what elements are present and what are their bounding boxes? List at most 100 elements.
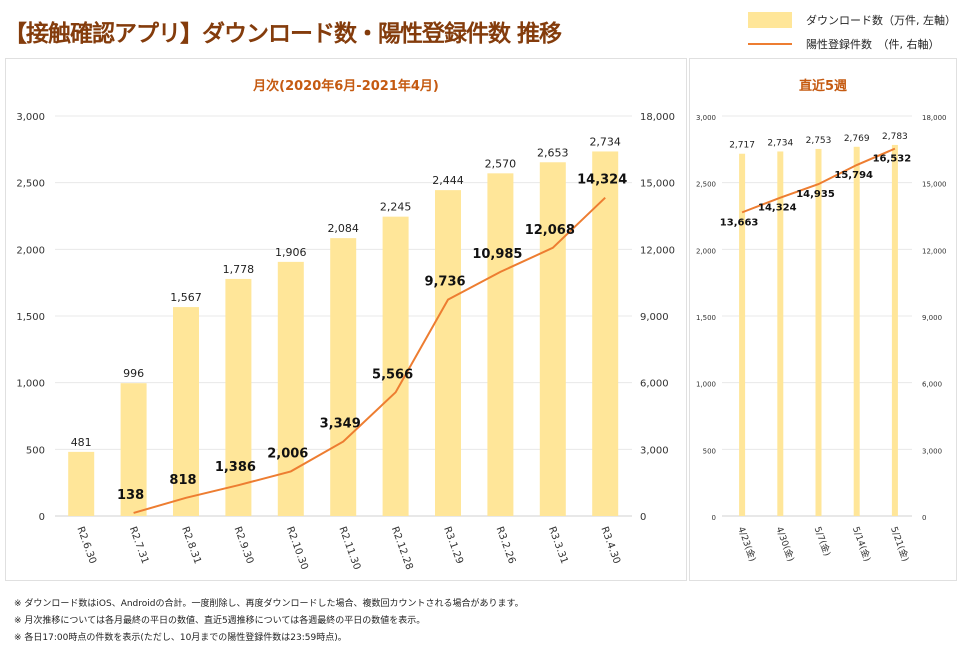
bar bbox=[891, 144, 898, 516]
y-left-tick-label: 0 bbox=[39, 512, 45, 523]
y-right-tick-label: 9,000 bbox=[922, 314, 942, 322]
y-right-tick-label: 15,000 bbox=[640, 179, 675, 190]
bar-data-label: 1,906 bbox=[275, 246, 307, 259]
bar bbox=[120, 383, 147, 516]
y-left-tick-label: 1,500 bbox=[696, 314, 716, 322]
bar-data-label: 2,084 bbox=[327, 222, 359, 235]
bar bbox=[815, 148, 822, 516]
x-tick-label: R2.7.31 bbox=[127, 525, 151, 565]
bar bbox=[173, 307, 199, 516]
x-tick-label: R2.6.30 bbox=[74, 525, 98, 565]
page-title: 【接触確認アプリ】ダウンロード数・陽性登録件数 推移 bbox=[4, 21, 562, 47]
y-right-tick-label: 12,000 bbox=[922, 247, 947, 255]
bar bbox=[592, 151, 619, 516]
line-data-label: 10,985 bbox=[472, 247, 522, 262]
footnote: ※ ダウンロード数はiOS、Androidの合計。一度削除し、再度ダウンロードし… bbox=[14, 599, 524, 609]
footnotes: ※ ダウンロード数はiOS、Androidの合計。一度削除し、再度ダウンロードし… bbox=[14, 596, 524, 647]
line-data-label: 2,006 bbox=[267, 446, 308, 461]
bar-data-label: 2,783 bbox=[882, 132, 908, 142]
x-tick-label: 5/7(金) bbox=[812, 525, 834, 558]
bar-data-label: 2,753 bbox=[806, 136, 832, 146]
bar-data-label: 1,778 bbox=[223, 263, 255, 276]
line-data-label: 14,935 bbox=[796, 189, 835, 200]
bar-data-label: 1,567 bbox=[170, 291, 202, 304]
line-series bbox=[133, 196, 606, 514]
line-data-label: 818 bbox=[169, 473, 196, 488]
bar-data-label: 2,245 bbox=[380, 201, 412, 214]
bar-data-label: 2,734 bbox=[767, 138, 793, 148]
y-right-tick-label: 6,000 bbox=[640, 379, 669, 390]
weekly-chart-title: 直近5週 bbox=[798, 79, 848, 94]
bar-data-label: 2,444 bbox=[432, 174, 464, 187]
bar-data-label: 2,717 bbox=[729, 141, 755, 151]
y-right-tick-label: 12,000 bbox=[640, 245, 675, 256]
bar bbox=[853, 146, 860, 517]
bar-data-label: 481 bbox=[71, 436, 92, 449]
y-left-tick-label: 2,000 bbox=[16, 245, 45, 256]
y-right-tick-label: 18,000 bbox=[922, 114, 947, 122]
line-data-label: 3,349 bbox=[320, 417, 361, 432]
line-data-label: 9,736 bbox=[424, 275, 465, 290]
y-right-tick-label: 3,000 bbox=[922, 447, 942, 455]
x-tick-label: R3.4.30 bbox=[598, 525, 622, 565]
y-left-tick-label: 0 bbox=[712, 514, 716, 522]
y-left-tick-label: 2,500 bbox=[696, 181, 716, 189]
bar bbox=[330, 238, 357, 516]
legend-bar-label: ダウンロード数（万件, 左軸） bbox=[806, 14, 956, 27]
legend: ダウンロード数（万件, 左軸） 陽性登録件数 （件, 右軸） bbox=[748, 8, 956, 56]
legend-bar-swatch bbox=[748, 12, 792, 28]
y-right-tick-label: 15,000 bbox=[922, 181, 947, 189]
bar bbox=[539, 162, 566, 516]
footnote: ※ 月次推移については各月最終の平日の数値、直近5週推移については各週最終の平日… bbox=[14, 616, 426, 626]
line-data-label: 138 bbox=[117, 488, 144, 503]
y-right-tick-label: 0 bbox=[922, 514, 926, 522]
legend-line-swatch bbox=[748, 43, 792, 45]
bar bbox=[225, 278, 252, 516]
bar bbox=[277, 261, 304, 516]
x-tick-label: R3.1.29 bbox=[441, 525, 465, 565]
y-right-tick-label: 3,000 bbox=[640, 445, 669, 456]
y-left-tick-label: 3,000 bbox=[16, 112, 45, 123]
y-left-tick-label: 2,500 bbox=[16, 179, 45, 190]
line-data-label: 15,794 bbox=[834, 170, 873, 181]
bar bbox=[382, 216, 409, 516]
x-tick-label: 4/23(金) bbox=[735, 525, 759, 563]
weekly-panel: 直近5週 bbox=[689, 58, 957, 581]
line-data-label: 12,068 bbox=[525, 223, 575, 238]
bar bbox=[487, 173, 514, 517]
y-right-tick-label: 9,000 bbox=[640, 312, 669, 323]
y-left-tick-label: 500 bbox=[26, 445, 45, 456]
y-left-tick-label: 500 bbox=[703, 447, 716, 455]
x-tick-label: 5/21(金) bbox=[888, 525, 912, 563]
line-data-label: 16,532 bbox=[873, 154, 912, 165]
y-right-tick-label: 18,000 bbox=[640, 112, 675, 123]
legend-line-label: 陽性登録件数 （件, 右軸） bbox=[806, 38, 940, 51]
line-data-label: 13,663 bbox=[720, 217, 759, 228]
monthly-chart-title: 月次(2020年6月-2021年4月) bbox=[253, 79, 439, 94]
x-tick-label: R2.9.30 bbox=[232, 525, 256, 565]
x-tick-label: 5/14(金) bbox=[850, 525, 874, 563]
x-tick-label: 4/30(金) bbox=[773, 525, 797, 563]
x-tick-label: R2.11.30 bbox=[336, 525, 362, 571]
y-left-tick-label: 1,000 bbox=[16, 379, 45, 390]
x-tick-label: R2.8.31 bbox=[179, 525, 203, 565]
bar-data-label: 2,734 bbox=[589, 135, 621, 148]
y-left-tick-label: 1,500 bbox=[16, 312, 45, 323]
x-tick-label: R2.10.30 bbox=[284, 525, 310, 571]
x-tick-label: R3.2.26 bbox=[494, 525, 518, 565]
bar bbox=[777, 151, 784, 516]
line-series bbox=[741, 147, 896, 214]
line-data-label: 14,324 bbox=[577, 173, 627, 188]
y-left-tick-label: 3,000 bbox=[696, 114, 716, 122]
bar bbox=[435, 190, 461, 516]
line-data-label: 1,386 bbox=[215, 460, 256, 475]
y-left-tick-label: 2,000 bbox=[696, 247, 716, 255]
bar-data-label: 2,570 bbox=[485, 157, 517, 170]
footnote: ※ 各日17:00時点の件数を表示(ただし、10月までの陽性登録件数は23:59… bbox=[14, 633, 347, 643]
y-right-tick-label: 0 bbox=[640, 512, 646, 523]
bar bbox=[68, 451, 95, 516]
bar-data-label: 2,653 bbox=[537, 146, 569, 159]
line-data-label: 5,566 bbox=[372, 367, 413, 382]
x-tick-label: R2.12.28 bbox=[389, 525, 415, 571]
